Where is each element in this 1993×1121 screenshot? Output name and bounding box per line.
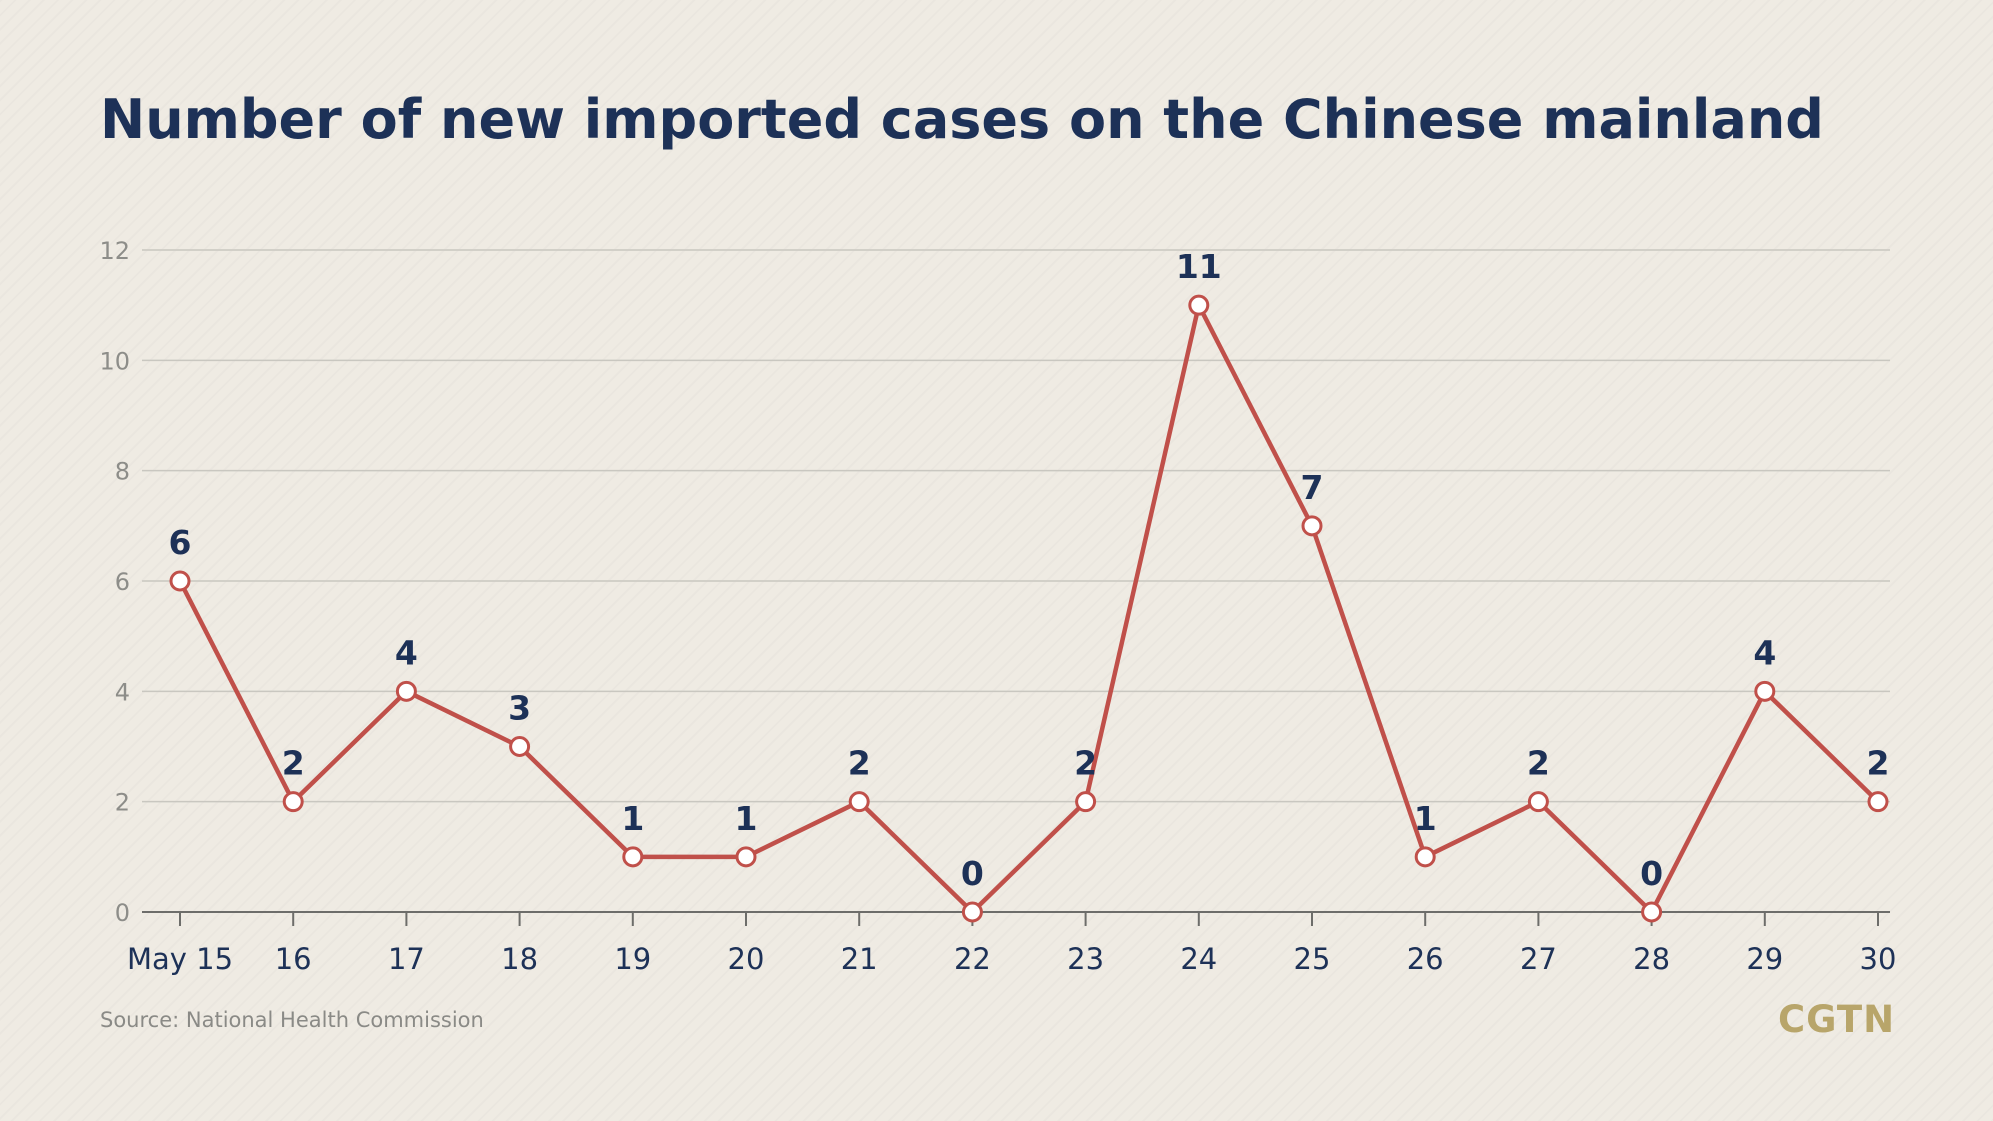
data-point: [1301, 515, 1323, 537]
data-label: 4: [395, 633, 418, 672]
data-label: 3: [508, 689, 531, 728]
x-tick-label: 30: [1860, 942, 1897, 976]
x-tick-label: 18: [501, 942, 538, 976]
data-label: 1: [1414, 799, 1437, 838]
data-label: 2: [1527, 744, 1550, 783]
data-label: 2: [848, 744, 871, 783]
x-tick-label: 26: [1407, 942, 1444, 976]
y-tick-label: 2: [115, 789, 130, 817]
data-label: 11: [1176, 247, 1222, 286]
data-point: [1188, 294, 1210, 316]
data-point: [1867, 791, 1889, 813]
x-tick-label: 17: [388, 942, 425, 976]
y-axis-ticks: 0 2 4 6 8 10 12: [99, 237, 130, 927]
x-tick-label: 22: [954, 942, 991, 976]
data-point: [1414, 846, 1436, 868]
data-label: 0: [1640, 854, 1663, 893]
y-tick-label: 6: [115, 568, 130, 596]
x-axis-ticks: May 15 16 17 18 19 20 21 22 23 24 25 26 27 28 29 30: [127, 942, 1896, 976]
x-tick-label: 24: [1180, 942, 1217, 976]
data-point: [169, 570, 191, 592]
data-label: 7: [1301, 468, 1324, 507]
data-label: 4: [1753, 633, 1776, 672]
data-point: [1527, 791, 1549, 813]
data-label: 6: [169, 523, 192, 562]
series-line-group: [177, 302, 1881, 915]
x-tick-label: 23: [1067, 942, 1104, 976]
x-tick-label: 27: [1520, 942, 1557, 976]
x-tick-label: May 15: [127, 942, 233, 976]
x-tick-label: 28: [1633, 942, 1670, 976]
data-point: [622, 846, 644, 868]
data-label: 1: [621, 799, 644, 838]
data-points: [169, 294, 1889, 923]
data-point: [509, 736, 531, 757]
data-point: [1754, 680, 1776, 702]
data-point: [961, 901, 983, 923]
y-tick-label: 12: [99, 237, 130, 265]
y-tick-label: 10: [99, 347, 130, 375]
data-label: 2: [1867, 744, 1890, 783]
x-tick-label: 21: [841, 942, 878, 976]
x-tick-label: 29: [1746, 942, 1783, 976]
gridlines: [142, 249, 1890, 803]
x-axis: [142, 911, 1890, 926]
x-tick-label: 25: [1294, 942, 1331, 976]
x-tick-label: 19: [614, 942, 651, 976]
data-label: 2: [1074, 744, 1097, 783]
chart-title: Number of new imported cases on the Chin…: [100, 88, 1824, 151]
data-label: 2: [282, 744, 305, 783]
data-label: 1: [735, 799, 758, 838]
series-line: [177, 302, 1881, 915]
x-tick-label: 16: [275, 942, 312, 976]
cgtn-logo: CGTN: [1778, 998, 1896, 1041]
y-tick-label: 0: [115, 899, 130, 927]
data-point: [395, 680, 417, 702]
x-tick-label: 20: [728, 942, 765, 976]
y-tick-label: 8: [115, 458, 130, 486]
data-point: [1641, 901, 1663, 923]
data-point: [735, 846, 757, 868]
data-point: [848, 791, 870, 813]
data-point: [282, 791, 304, 813]
data-point: [1075, 791, 1097, 813]
data-label: 0: [961, 854, 984, 893]
source-note: Source: National Health Commission: [100, 1008, 484, 1032]
y-tick-label: 4: [115, 678, 130, 706]
